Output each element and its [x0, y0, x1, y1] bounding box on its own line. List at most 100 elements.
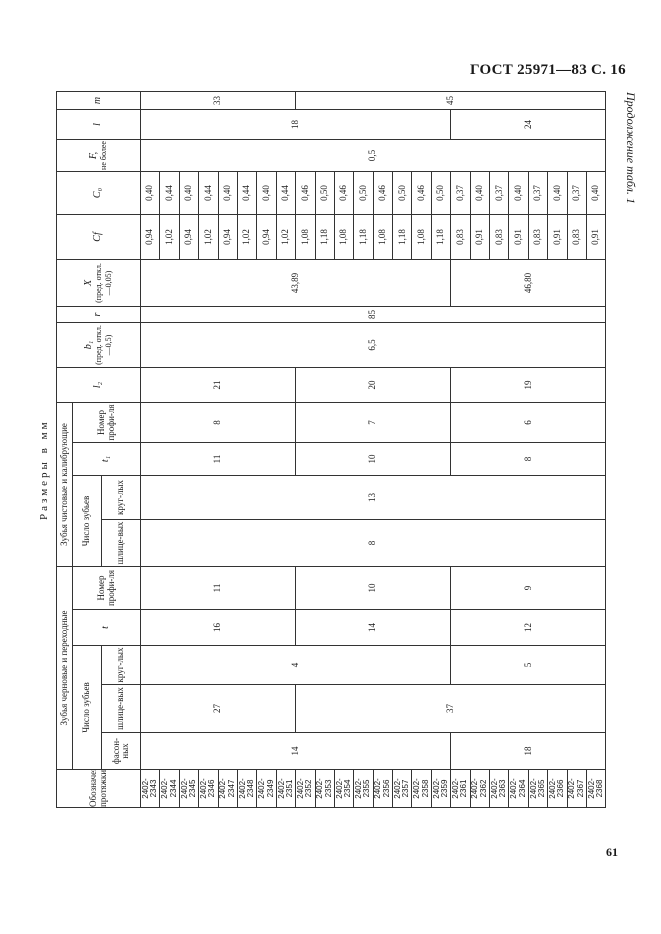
cell-designation: 2402-2357: [392, 769, 412, 808]
header-f-symbol: F,: [87, 151, 99, 160]
header-l2: l₂: [56, 367, 141, 403]
cell-c0: 0,50: [431, 171, 451, 215]
header-b1-note: (пред. откл. —0,5): [94, 325, 113, 365]
cell-c0: 0,40: [508, 171, 529, 215]
cell-finish-spline: 8: [140, 519, 606, 567]
cell-cf: 0,83: [567, 214, 587, 260]
cell-designation: 2402-2361: [450, 769, 471, 808]
table-body: 2402-2343 14 27 4 16 11 8 13 11 8 21 6,5 85 43,89 0,94…: [140, 91, 606, 808]
cell-cf: 0,94: [140, 214, 160, 260]
cell-cf: 1,08: [411, 214, 432, 260]
cell-rough-spline: 27: [140, 684, 296, 733]
cell-designation: 2402-2352: [295, 769, 316, 808]
cell-designation: 2402-2366: [547, 769, 568, 808]
header-finish-teeth-count: Число зубьев: [72, 475, 102, 567]
cell-cf: 0,83: [489, 214, 509, 260]
cell-designation: 2402-2345: [179, 769, 199, 808]
cell-cf: 1,18: [353, 214, 374, 260]
cell-rough-t: 16: [140, 609, 296, 646]
cell-c0: 0,50: [315, 171, 335, 215]
cell-rough-t: 12: [450, 609, 606, 646]
cell-finish-profile: 8: [140, 402, 296, 443]
cell-designation: 2402-2349: [256, 769, 277, 808]
cell-c0: 0,50: [392, 171, 412, 215]
cell-c0: 0,46: [334, 171, 354, 215]
cell-cf: 0,94: [218, 214, 238, 260]
cell-designation: 2402-2344: [159, 769, 180, 808]
header-l: l: [56, 109, 141, 140]
cell-cf: 0,83: [450, 214, 471, 260]
cell-c0: 0,44: [159, 171, 180, 215]
cell-rough-profile: 9: [450, 566, 606, 610]
cell-rough-t: 14: [295, 609, 451, 646]
cell-designation: 2402-2356: [373, 769, 393, 808]
header-c0: C₀: [56, 171, 141, 215]
cell-designation: 2402-2354: [334, 769, 354, 808]
header-x-symbol: X: [82, 279, 94, 287]
cell-c0: 0,50: [353, 171, 374, 215]
cell-cf: 0,94: [179, 214, 199, 260]
cell-finish-t1: 10: [295, 442, 451, 476]
header-x: X (пред. откл. —0,05): [56, 259, 141, 307]
header-finish-profile: Номер профи-ля: [72, 402, 141, 443]
cell-c0: 0,37: [528, 171, 548, 215]
header-f-note: не более: [99, 141, 109, 170]
header-finish-t1: t₁: [72, 442, 141, 476]
header-rough-round: круг-лых: [101, 645, 141, 685]
cell-c0: 0,40: [470, 171, 490, 215]
cell-designation: 2402-2353: [315, 769, 335, 808]
cell-c0: 0,37: [567, 171, 587, 215]
header-cf: Cf: [56, 214, 141, 260]
header-b1-symbol: b₁: [82, 340, 94, 350]
cell-b1: 6,5: [140, 322, 606, 368]
table-row: 2402-2352 37 14 10 10 7 20 1,08 0,46 45: [295, 91, 606, 808]
cell-c0: 0,40: [586, 171, 606, 215]
header-designation: Обозначение протяжки: [56, 769, 141, 808]
header-rough-shaped: фасон-ных: [101, 732, 141, 770]
cell-cf: 1,08: [373, 214, 393, 260]
broach-dimensions-table: Обозначение протяжки Зубья черновые и пе…: [56, 91, 606, 808]
cell-x: 46,80: [450, 259, 606, 307]
header-m: m: [56, 91, 141, 110]
cell-c0: 0,40: [140, 171, 160, 215]
cell-c0: 0,46: [411, 171, 432, 215]
cell-designation: 2402-2359: [431, 769, 451, 808]
header-f: F, не более: [56, 139, 141, 172]
cell-cf: 1,02: [198, 214, 219, 260]
cell-cf: 1,08: [295, 214, 316, 260]
cell-finish-round: 13: [140, 475, 606, 520]
cell-rough-shaped: 14: [140, 732, 451, 770]
cell-x: 43,89: [140, 259, 451, 307]
cell-rough-profile: 10: [295, 566, 451, 610]
cell-cf: 0,94: [256, 214, 277, 260]
cell-rough-spline: 37: [295, 684, 606, 733]
cell-finish-profile: 7: [295, 402, 451, 443]
cell-finish-profile: 6: [450, 402, 606, 443]
cell-c0: 0,37: [450, 171, 471, 215]
header-x-note: (пред. откл. —0,05): [94, 263, 113, 303]
cell-cf: 1,02: [237, 214, 257, 260]
cell-c0: 0,44: [237, 171, 257, 215]
cell-designation: 2402-2362: [470, 769, 490, 808]
cell-finish-t1: 8: [450, 442, 606, 476]
cell-c0: 0,40: [256, 171, 277, 215]
cell-designation: 2402-2351: [276, 769, 296, 808]
cell-rough-round: 5: [450, 645, 606, 685]
header-finish-group: Зубья чистовые и калибрующие: [56, 402, 73, 567]
cell-c0: 0,40: [547, 171, 568, 215]
cell-cf: 0,91: [508, 214, 529, 260]
table-row: 2402-2343 14 27 4 16 11 8 13 11 8 21 6,5 85 43,89 0,94…: [140, 91, 606, 808]
cell-l: 24: [450, 109, 606, 140]
cell-cf: 1,02: [276, 214, 296, 260]
cell-c0: 0,40: [218, 171, 238, 215]
cell-designation: 2402-2346: [198, 769, 219, 808]
header-rough-spline: шлице-вых: [101, 684, 141, 733]
header-rough-group: Зубья черновые и переходные: [56, 566, 73, 770]
cell-rough-profile: 11: [140, 566, 296, 610]
cell-c0: 0,46: [373, 171, 393, 215]
cell-designation: 2402-2343: [140, 769, 160, 808]
cell-designation: 2402-2355: [353, 769, 374, 808]
units-caption: Размеры в мм: [38, 419, 50, 520]
cell-r: 85: [140, 306, 606, 323]
cell-rough-round: 4: [140, 645, 451, 685]
